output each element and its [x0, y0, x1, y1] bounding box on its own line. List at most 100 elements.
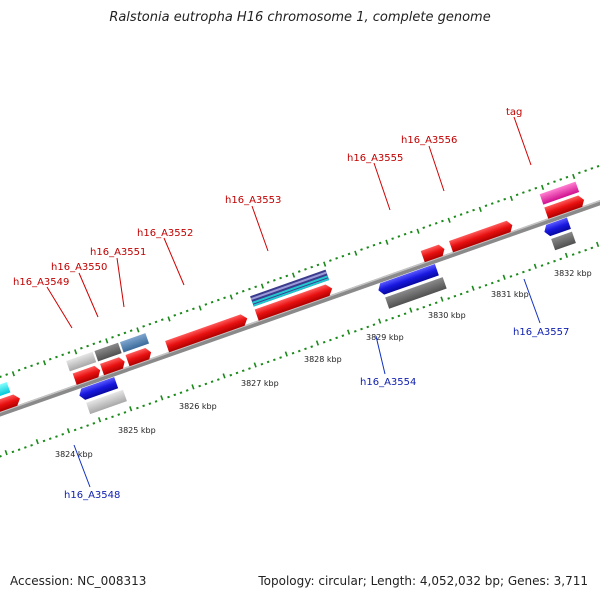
ruler-minor-tick — [565, 175, 569, 179]
ruler-major-tick — [509, 195, 514, 202]
ruler-minor-tick — [198, 384, 202, 388]
ruler-minor-tick — [397, 314, 401, 318]
gene-h16-a3550[interactable] — [100, 356, 127, 376]
ruler-minor-tick — [61, 433, 65, 436]
gene-label-h16-a3550[interactable]: h16_A3550 — [51, 262, 107, 273]
ruler-major-tick — [564, 252, 569, 258]
ruler-minor-tick — [571, 253, 575, 256]
gene-label-h16-a3551[interactable]: h16_A3551 — [90, 247, 146, 258]
gene-steel-a3551[interactable] — [119, 333, 150, 353]
ruler-minor-tick — [422, 305, 426, 309]
ruler-minor-tick — [596, 164, 600, 168]
inner-ruler — [0, 241, 600, 458]
ruler-minor-tick — [148, 402, 152, 405]
ruler-minor-tick — [422, 226, 426, 229]
ruler-major-tick — [346, 329, 351, 335]
ruler-minor-tick — [73, 428, 77, 432]
ruler-minor-tick — [111, 415, 114, 419]
gene-gray-a3549[interactable] — [66, 351, 97, 372]
ruler-minor-tick — [179, 391, 183, 394]
ruler-major-tick — [533, 263, 537, 269]
gene-tag[interactable] — [544, 194, 586, 219]
gene-label-h16-a3557[interactable]: h16_A3557 — [513, 327, 569, 338]
gene-h16-a3549[interactable] — [72, 365, 102, 385]
ruler-minor-tick — [154, 320, 158, 324]
ruler-major-tick — [222, 373, 226, 379]
ruler-major-tick — [253, 362, 257, 368]
ruler-minor-tick — [142, 404, 146, 408]
ruler-major-tick — [323, 261, 327, 267]
ruler-minor-tick — [36, 362, 40, 365]
gene-h16-a3557-gray[interactable] — [551, 231, 576, 251]
gene-h16-a3554-gray[interactable] — [385, 277, 447, 309]
ruler-minor-tick — [515, 272, 519, 276]
gene-label-h16-a3555[interactable]: h16_A3555 — [347, 153, 403, 164]
gene-h16-a3553[interactable] — [254, 283, 334, 321]
ruler-minor-tick — [497, 279, 500, 283]
ruler-minor-tick — [23, 446, 27, 449]
gene-h16-a3557[interactable] — [542, 217, 571, 238]
tick-label: 3828 kbp — [304, 355, 342, 364]
ruler-minor-tick — [129, 329, 133, 333]
ruler-major-tick — [167, 316, 171, 322]
ruler-minor-tick — [322, 340, 326, 344]
gene-label-tag[interactable]: tag — [506, 107, 522, 118]
gene-label-h16-a3548[interactable]: h16_A3548 — [64, 490, 120, 501]
ruler-minor-tick — [559, 257, 563, 261]
ruler-minor-tick — [453, 294, 457, 298]
gene-label-h16-a3554[interactable]: h16_A3554 — [360, 377, 416, 388]
gene-h16-a3548-gray[interactable] — [86, 389, 127, 415]
gene-h16-a3555[interactable] — [420, 243, 447, 263]
ruler-major-tick — [291, 272, 296, 278]
gene-label-h16-a3553[interactable]: h16_A3553 — [225, 195, 281, 206]
ruler-minor-tick — [353, 329, 357, 333]
ruler-minor-tick — [484, 204, 488, 208]
ruler-minor-tick — [117, 413, 121, 416]
ruler-minor-tick — [248, 287, 251, 291]
ruler-major-tick — [74, 349, 78, 355]
ruler-minor-tick — [297, 349, 301, 353]
ruler-major-tick — [478, 206, 482, 212]
gene-dark-a3550[interactable] — [94, 342, 122, 362]
ruler-minor-tick — [409, 230, 413, 234]
forward-label-texts: h16_A3549 h16_A3550 h16_A3551 h16_A3552 … — [13, 107, 522, 288]
ruler-minor-tick — [590, 246, 594, 250]
gene-h16-a3554[interactable] — [376, 264, 439, 296]
ruler-minor-tick — [136, 406, 139, 410]
tick-label: 3832 kbp — [554, 269, 592, 278]
gene-h16-a3556[interactable] — [449, 219, 514, 253]
ruler-minor-tick — [266, 281, 270, 284]
ruler-minor-tick — [378, 241, 382, 245]
ruler-minor-tick — [522, 270, 525, 274]
ruler-minor-tick — [490, 202, 494, 205]
ruler-minor-tick — [329, 338, 332, 342]
ruler-minor-tick — [55, 355, 58, 359]
tick-label: 3829 kbp — [366, 333, 404, 342]
ruler-major-tick — [416, 228, 420, 234]
ruler-minor-tick — [546, 262, 550, 265]
gene-h16-a3552[interactable] — [165, 313, 249, 353]
gene-left-edge[interactable] — [0, 393, 22, 423]
ruler-minor-tick — [235, 292, 239, 295]
gene-label-h16-a3556[interactable]: h16_A3556 — [401, 135, 457, 146]
outer-ruler — [0, 164, 600, 379]
gene-label-h16-a3549[interactable]: h16_A3549 — [13, 277, 69, 288]
ruler-minor-tick — [104, 417, 108, 421]
gene-h16-a3551[interactable] — [125, 347, 154, 367]
ruler-minor-tick — [235, 371, 239, 375]
ruler-major-tick — [354, 250, 358, 256]
tick-label: 3831 kbp — [491, 290, 529, 299]
ruler-minor-tick — [304, 347, 307, 351]
ruler-minor-tick — [297, 270, 301, 273]
tick-label: 3826 kbp — [179, 402, 217, 411]
ruler-major-tick — [440, 296, 444, 302]
gene-h16-a3548[interactable] — [77, 376, 119, 401]
leader-line — [251, 205, 269, 252]
gene-label-h16-a3552[interactable]: h16_A3552 — [137, 228, 193, 239]
ruler-minor-tick — [553, 259, 556, 263]
ruler-major-tick — [260, 283, 264, 289]
ruler-minor-tick — [42, 439, 46, 443]
gene-tag-pink[interactable] — [539, 181, 580, 205]
ruler-minor-tick — [154, 400, 158, 403]
ruler-minor-tick — [80, 426, 83, 430]
